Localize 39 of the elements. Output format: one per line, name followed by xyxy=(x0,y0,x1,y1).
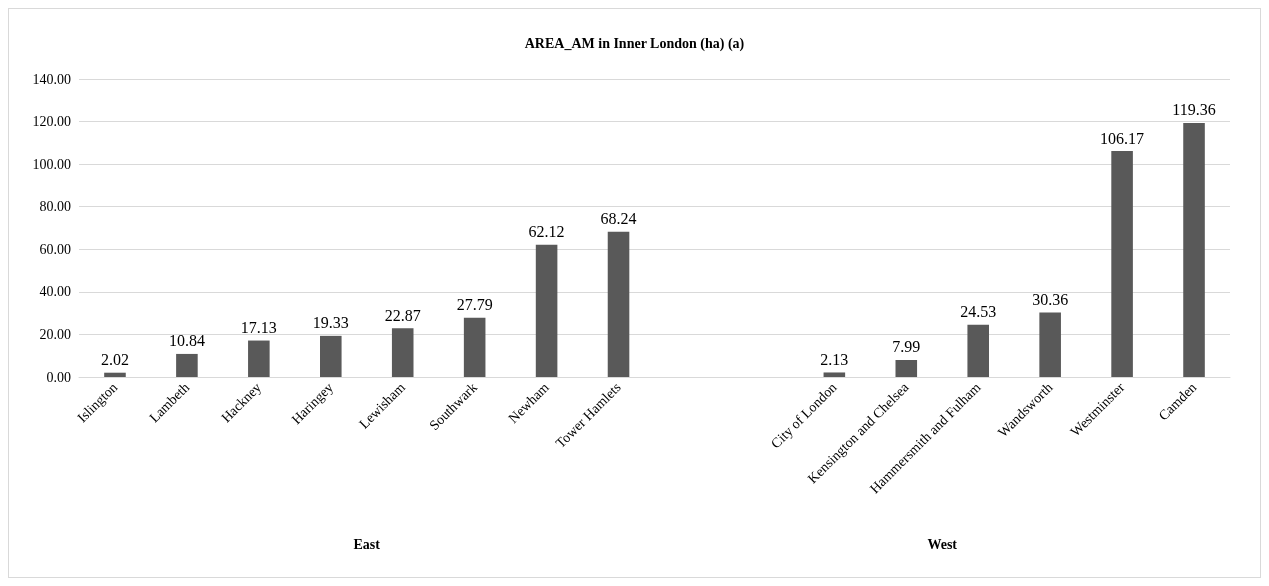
bar xyxy=(391,328,414,377)
bar xyxy=(1183,122,1205,377)
bar xyxy=(823,372,846,377)
y-tick-label: 80.00 xyxy=(39,199,71,215)
y-tick-label: 140.00 xyxy=(32,71,71,87)
text: East xyxy=(353,536,381,552)
data-label: 62.12 xyxy=(528,223,565,241)
y-tick-label: 0.00 xyxy=(46,369,71,385)
bar xyxy=(319,335,342,377)
bar xyxy=(248,340,270,377)
data-label: 22.87 xyxy=(384,306,421,324)
data-label: 68.24 xyxy=(600,210,637,228)
bar xyxy=(607,231,630,377)
bar xyxy=(1111,151,1133,377)
bar xyxy=(535,244,558,377)
data-label: 10.84 xyxy=(168,332,205,350)
data-label: 24.53 xyxy=(960,303,997,321)
data-label: 19.33 xyxy=(312,314,349,332)
bar xyxy=(104,372,126,377)
data-label: 30.36 xyxy=(1032,290,1069,308)
bar xyxy=(463,317,486,377)
data-label: 106.17 xyxy=(1100,129,1145,147)
y-tick-label: 20.00 xyxy=(39,326,71,342)
chart-title: AREA_AM in Inner London (ha) (a) xyxy=(524,35,745,52)
data-label: 2.02 xyxy=(100,351,129,369)
bar xyxy=(967,324,990,377)
y-tick-label: 60.00 xyxy=(39,241,71,257)
data-label: 119.36 xyxy=(1172,101,1216,119)
bar xyxy=(176,353,198,377)
data-label: 7.99 xyxy=(892,338,921,356)
y-tick-label: 120.00 xyxy=(32,114,71,130)
bar xyxy=(895,359,918,377)
y-tick-label: 40.00 xyxy=(39,284,71,300)
bar xyxy=(1039,312,1061,377)
data-label: 17.13 xyxy=(240,319,277,337)
data-label: 2.13 xyxy=(820,350,849,368)
text: West xyxy=(927,536,958,552)
y-tick-label: 100.00 xyxy=(32,156,71,172)
data-label: 27.79 xyxy=(456,296,493,314)
